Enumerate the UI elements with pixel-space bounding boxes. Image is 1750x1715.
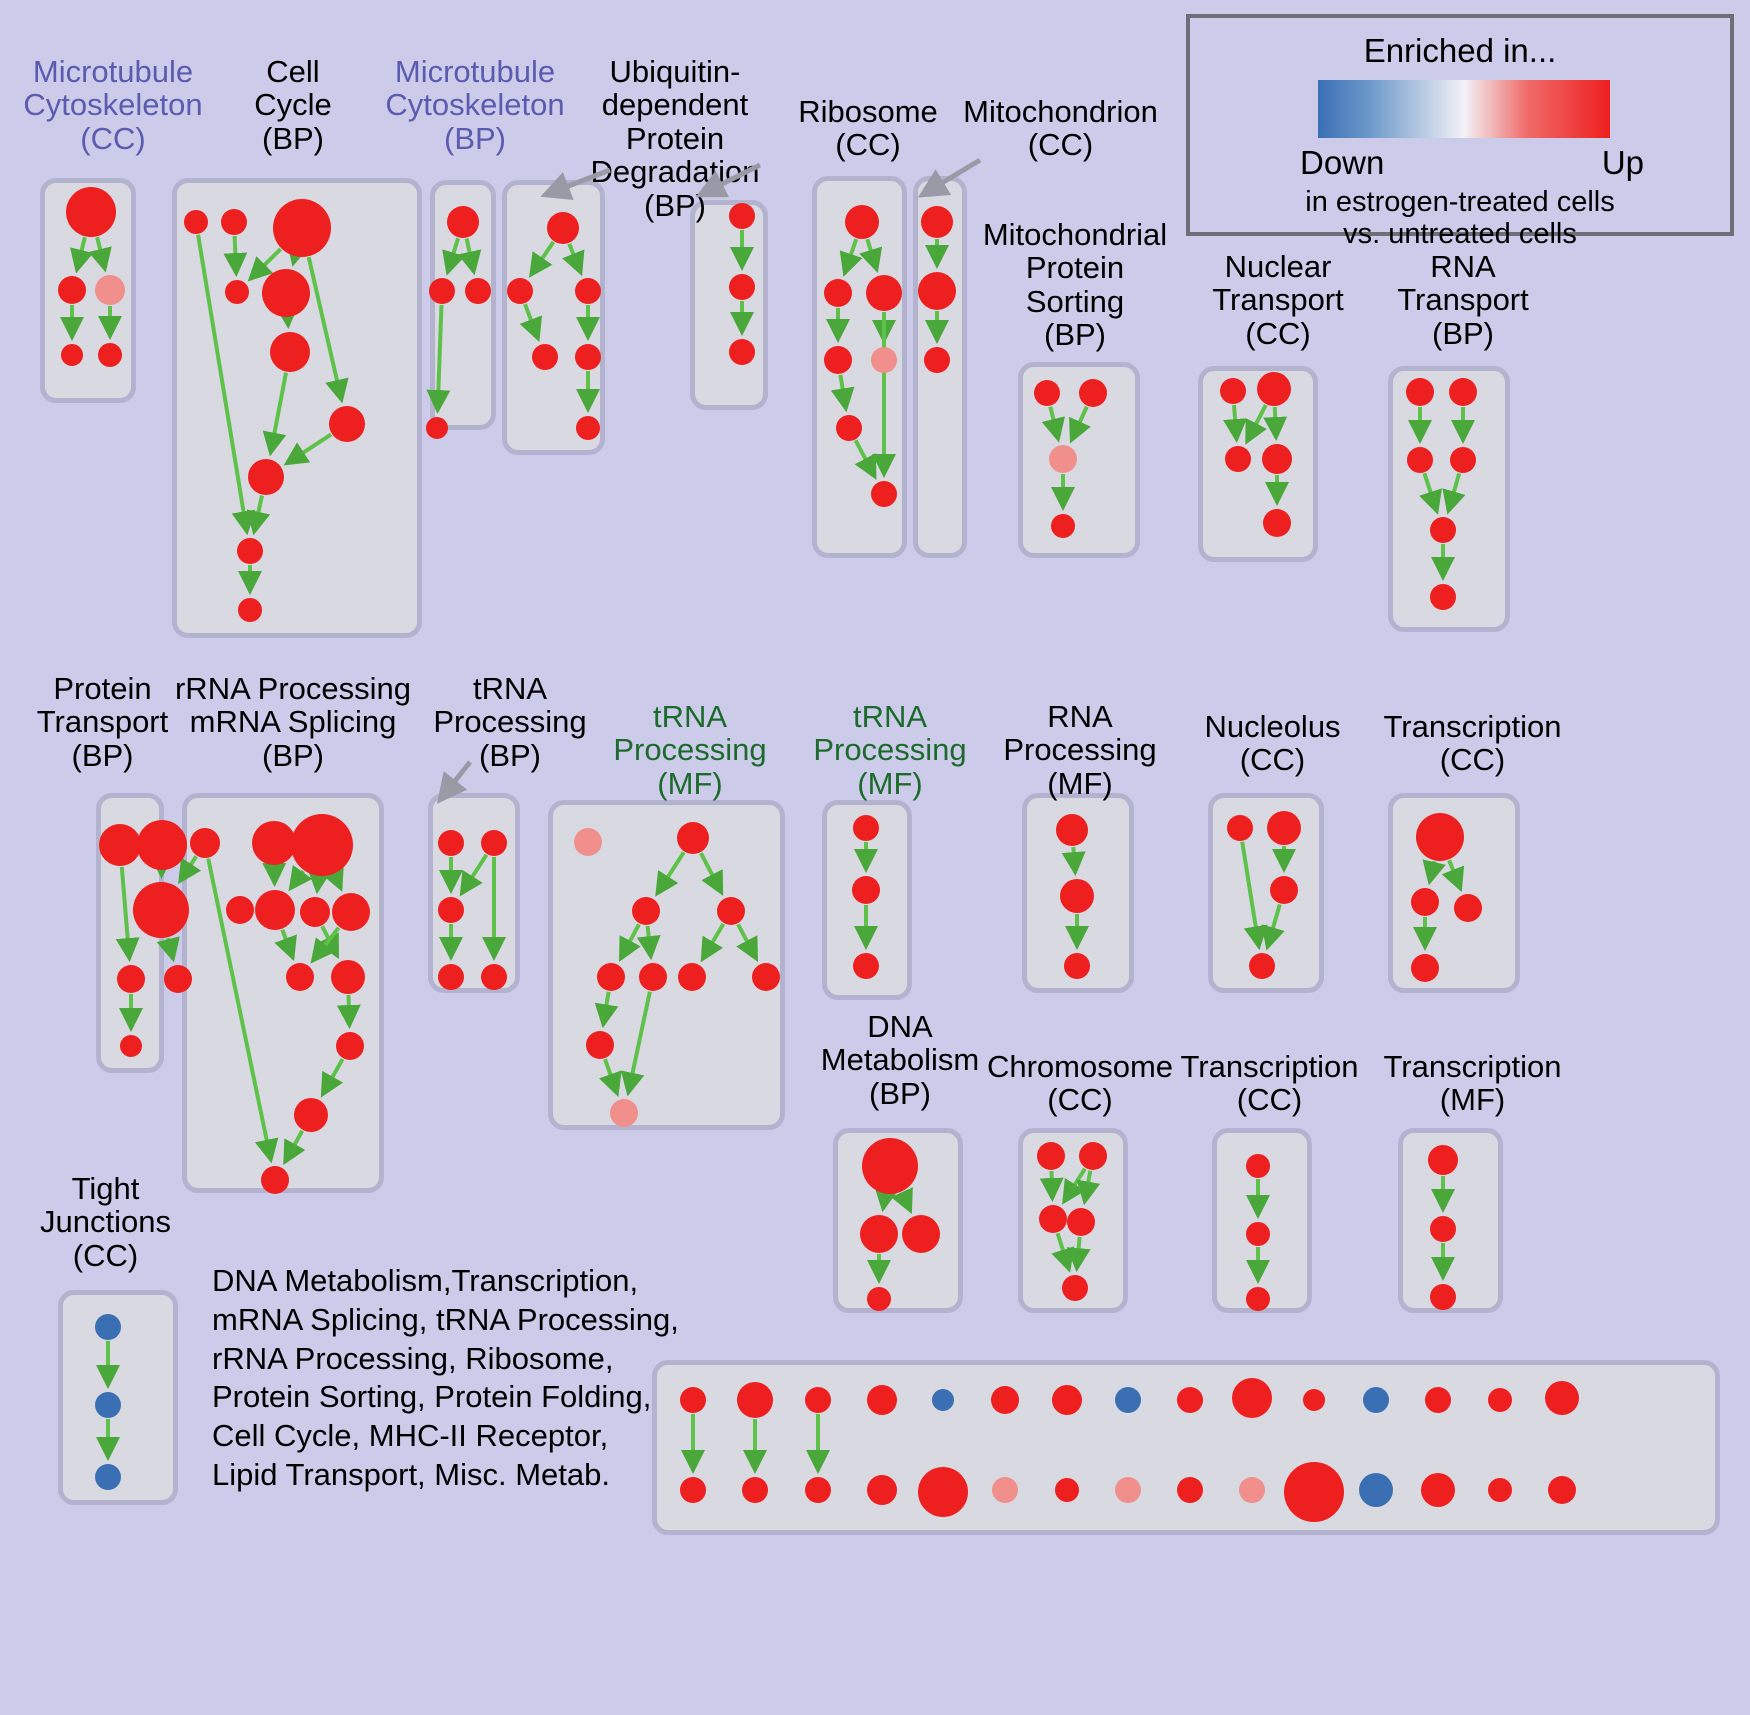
cluster-box-6 (913, 176, 967, 558)
cluster-box-21 (1398, 1128, 1503, 1313)
cluster-label-trna-processing-mf-2: tRNA Processing (MF) (813, 699, 967, 801)
cluster-label-nucleolus-cc: Nucleolus (CC) (1204, 709, 1341, 778)
cluster-box-11 (182, 793, 384, 1193)
legend-up-label: Up (1601, 144, 1644, 181)
cluster-box-12 (428, 793, 520, 993)
cluster-label-mitochondrial-protein-sorting-bp: Mitochondrial Protein Sorting (BP) (982, 217, 1168, 353)
cluster-label-rna-processing-mf: RNA Processing (MF) (1003, 699, 1157, 801)
cluster-box-4 (690, 200, 768, 410)
cluster-box-23 (652, 1360, 1720, 1535)
cluster-box-8 (1198, 366, 1318, 562)
cluster-label-tight-junctions-cc: Tight Junctions (CC) (40, 1171, 171, 1273)
cluster-box-15 (1022, 793, 1134, 993)
cluster-label-trna-processing-mf-1: tRNA Processing (MF) (613, 699, 767, 801)
misc-category-text: DNA Metabolism,Transcription, mRNA Splic… (212, 1263, 679, 1492)
cluster-box-17 (1388, 793, 1520, 993)
cluster-label-microtubule-cytoskeleton-cc: Microtubule Cytoskeleton (CC) (23, 54, 203, 156)
cluster-label-transcription-cc-top: Transcription (CC) (1383, 709, 1562, 778)
cluster-label-chromosome-cc: Chromosome (CC) (986, 1049, 1174, 1118)
legend-subtitle: in estrogen-treated cells vs. untreated … (1305, 186, 1615, 251)
cluster-label-microtubule-cytoskeleton-bp: Microtubule Cytoskeleton (BP) (385, 54, 565, 156)
cluster-label-nuclear-transport-cc: Nuclear Transport (CC) (1212, 249, 1344, 351)
cluster-box-20 (1212, 1128, 1312, 1313)
legend-box: Enriched in... Down Up in estrogen-treat… (1186, 14, 1734, 250)
legend-down-label: Down (1300, 144, 1385, 181)
cluster-box-22 (58, 1290, 178, 1505)
legend-title: Enriched in... (1363, 32, 1557, 69)
cluster-box-16 (1208, 793, 1324, 993)
cluster-label-rrna-processing-mrna-splicing-bp: rRNA Processing mRNA Splicing (BP) (174, 671, 412, 773)
cluster-label-cell-cycle-bp: Cell Cycle (BP) (254, 54, 332, 156)
cluster-box-13 (548, 800, 785, 1130)
cluster-box-0 (40, 178, 136, 403)
cluster-label-protein-transport-bp: Protein Transport (BP) (36, 671, 169, 773)
cluster-box-7 (1018, 362, 1140, 558)
cluster-box-9 (1388, 366, 1510, 632)
cluster-label-ubiquitin-dependent-protein-degradation-bp: Ubiquitin- dependent Protein Degradation… (590, 54, 760, 223)
cluster-label-mitochondrion-cc: Mitochondrion (CC) (963, 94, 1158, 163)
cluster-label-ribosome-cc: Ribosome (CC) (798, 94, 938, 163)
cluster-label-transcription-cc-bottom: Transcription (CC) (1180, 1049, 1359, 1118)
cluster-label-trna-processing-bp: tRNA Processing (BP) (433, 671, 587, 773)
cluster-label-rna-transport-bp: RNA Transport (BP) (1397, 249, 1529, 351)
cluster-box-18 (833, 1128, 963, 1313)
cluster-label-transcription-mf: Transcription (MF) (1383, 1049, 1562, 1118)
cluster-label-dna-metabolism-bp: DNA Metabolism (BP) (820, 1009, 980, 1111)
legend-colorbar (1318, 80, 1610, 138)
cluster-box-2 (430, 180, 496, 430)
cluster-box-10 (96, 793, 164, 1073)
cluster-box-14 (822, 800, 912, 1000)
cluster-box-19 (1018, 1128, 1128, 1313)
edge (156, 936, 180, 963)
cluster-box-5 (812, 176, 907, 558)
cluster-box-1 (172, 178, 422, 638)
